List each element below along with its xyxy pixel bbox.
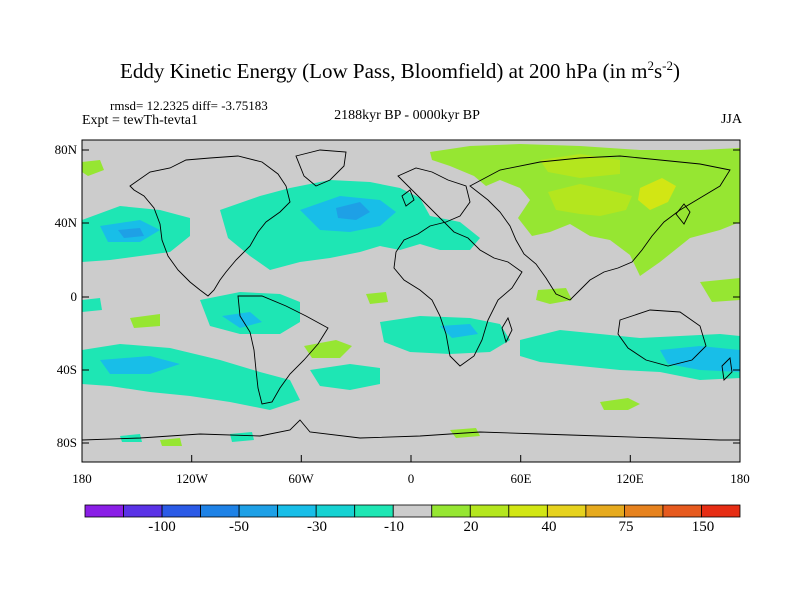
colorbar-segment [431, 504, 471, 518]
x-tick-label: 180 [72, 471, 92, 486]
uk-coast [401, 189, 415, 207]
indian-ocean-cyan [380, 316, 510, 354]
africa-green-patch [366, 292, 388, 304]
x-tick-label: 60W [288, 471, 314, 486]
x-tick-label: 0 [407, 471, 415, 486]
x-tick-label: 120W [176, 471, 208, 486]
antarctica-coast [82, 419, 740, 441]
x-tick-label: 180 [730, 471, 750, 486]
north-america-coast [129, 155, 291, 297]
arctic-green-left [82, 160, 104, 176]
west-pacific-cyan [82, 298, 102, 312]
east-pacific-green [700, 278, 740, 302]
season-label: JJA [720, 112, 742, 127]
asia-coast [469, 155, 731, 301]
indian-ocean-core [440, 324, 478, 338]
time-period-label: 2188kyr BP - 0000kyr BP [334, 108, 480, 123]
colorbar-segment [123, 504, 163, 518]
colorbar-label: -30 [307, 519, 327, 535]
colorbar-segment [200, 504, 240, 518]
colorbar-segment [701, 504, 741, 518]
axis-ticks [81, 149, 741, 462]
antarctic-cyan-2 [230, 432, 254, 442]
y-tick-label: 40N [54, 215, 77, 230]
pacific-yellow-region [638, 178, 676, 210]
negative-anomaly-regions [82, 180, 740, 442]
colorbar-label: 40 [541, 519, 557, 535]
y-tick-label: 80N [54, 142, 77, 157]
australia-south-cyan [660, 346, 740, 372]
rmsd-diff-stats: rmsd= 12.2325 diff= -3.75183 [110, 98, 268, 113]
colorbar-label: -10 [384, 519, 404, 535]
colorbar-segment [315, 504, 356, 518]
colorbar-segment [546, 504, 587, 518]
y-tick-label: 0 [70, 289, 78, 304]
map-plot-area [82, 140, 740, 462]
europe-africa-coast [393, 167, 523, 367]
indian-ocean-green-patch [536, 288, 572, 304]
colorbar-label: 150 [691, 519, 715, 535]
map-title: Eddy Kinetic Energy (Low Pass, Bloomfiel… [120, 58, 680, 83]
colorbar-segment [238, 504, 279, 518]
japan-coast [675, 203, 691, 225]
colorbar-segment [161, 504, 201, 518]
colorbar-segment [84, 504, 124, 518]
experiment-label: Expt = tewTh-tevta1 [82, 113, 198, 128]
y-tick-label: 40S [56, 362, 77, 377]
y-tick-label: 80S [56, 435, 77, 450]
southern-ocean-green [600, 398, 640, 410]
x-tick-label: 60E [510, 471, 532, 486]
madagascar-coast [501, 316, 513, 344]
greenland-coast [295, 149, 347, 187]
australia-coast [617, 309, 707, 367]
colorbar [84, 504, 741, 518]
colorbar-segment [354, 504, 394, 518]
south-atlantic-green [304, 340, 352, 358]
colorbar-segment [469, 504, 510, 518]
coastlines [82, 149, 740, 441]
north-pacific-deep [118, 228, 144, 238]
antarctic-green-2 [160, 438, 182, 446]
x-tick-label: 120E [616, 471, 644, 486]
colorbar-segment [585, 504, 625, 518]
colorbar-segment [508, 504, 548, 518]
colorbar-segment [662, 504, 702, 518]
south-pacific-green [130, 314, 160, 328]
southern-indian-cyan [520, 330, 740, 380]
colorbar-label: -100 [148, 519, 176, 535]
colorbar-segment [277, 504, 317, 518]
north-atlantic-deep [336, 202, 370, 220]
colorbar-label: 75 [618, 519, 634, 535]
colorbar-label: -50 [229, 519, 249, 535]
south-atlantic-cyan [310, 364, 380, 390]
colorbar-segment [392, 504, 433, 518]
south-pacific-core [100, 356, 180, 374]
central-asia-strong-green [548, 184, 632, 216]
new-zealand-coast [721, 357, 733, 381]
colorbar-segment [624, 504, 664, 518]
south-america-coast [237, 295, 329, 405]
colorbar-label: 20 [463, 519, 479, 535]
positive-anomaly-regions [82, 144, 740, 446]
